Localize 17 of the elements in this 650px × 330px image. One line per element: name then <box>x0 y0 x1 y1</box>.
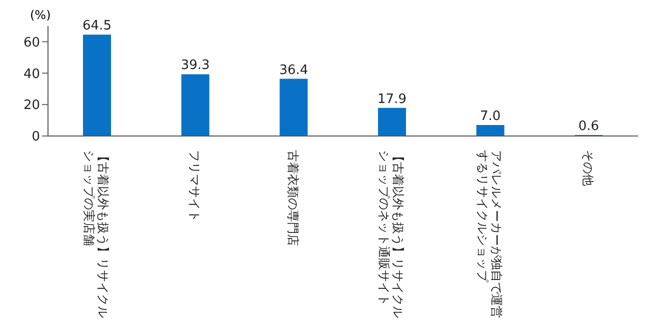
x-tick-label: 【古着以外も扱う】リサイクルショップのネット通販サイト <box>377 150 406 318</box>
y-tick-label: 40 <box>23 66 40 82</box>
data-label: 7.0 <box>480 109 501 124</box>
data-label: 64.5 <box>82 18 112 34</box>
y-tick-label: 0 <box>32 130 40 145</box>
data-label: 17.9 <box>378 92 406 107</box>
data-label: 0.6 <box>578 119 600 134</box>
y-tick-label: 20 <box>23 98 40 114</box>
x-tick-label: アパレルメーカーが独自で運営するリサイクルショップ <box>476 150 504 318</box>
x-tick-label: 【古着以外も扱う】リサイクルショップの実店舗 <box>82 150 110 318</box>
x-tick-label: その他 <box>580 150 595 186</box>
data-label: 39.3 <box>180 58 210 74</box>
y-axis-title: (%) <box>30 8 51 22</box>
y-tick-label: 60 <box>23 35 40 50</box>
x-tick-label: フリマサイト <box>188 150 202 222</box>
x-tick-label: 古着衣類の専門店 <box>286 150 300 246</box>
data-label: 36.4 <box>279 62 308 78</box>
